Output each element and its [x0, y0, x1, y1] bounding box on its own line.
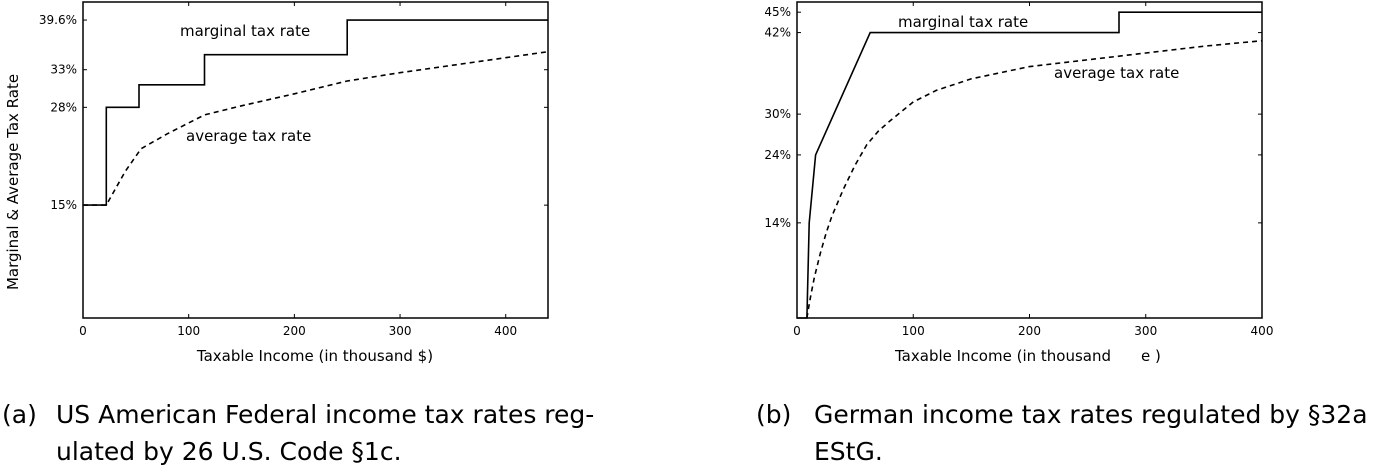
x-tick-label: 300	[1134, 324, 1157, 338]
chart-b-x-axis-label: Taxable Income (in thousand	[894, 347, 1111, 365]
chart-a-series	[83, 19, 549, 206]
caption-b-line1: German income tax rates regulated by §32…	[814, 400, 1368, 429]
chart-a: 0 100 200 300 400 15% 28% 33% 39.6% Taxable Inco…	[4, 1, 549, 365]
chart-a-plot-frame	[82, 1, 549, 319]
y-tick-label: 45%	[764, 5, 791, 19]
average-tax-rate-line	[83, 50, 549, 206]
caption-b-line2: EStG.	[814, 437, 883, 466]
average-tax-rate-line	[806, 39, 1263, 319]
caption-a-line2: ulated by 26 U.S. Code §1c.	[56, 437, 402, 466]
chart-a-average-series-label: average tax rate	[186, 127, 311, 145]
chart-a-y-axis-label: Marginal & Average Tax Rate	[4, 74, 22, 290]
chart-b-plot-frame	[796, 1, 1263, 319]
chart-b-ticks: 0 100 200 300 400 14% 24% 30% 42% 45%	[764, 2, 1273, 338]
y-tick-label: 28%	[50, 100, 77, 114]
chart-b-average-series-label: average tax rate	[1054, 64, 1179, 82]
x-tick-label: 400	[1251, 324, 1274, 338]
chart-b-x-axis-paren: )	[1155, 347, 1161, 365]
x-tick-label: 400	[494, 324, 517, 338]
y-tick-label: 30%	[764, 107, 791, 121]
caption-a-line1: US American Federal income tax rates reg…	[56, 400, 594, 429]
x-tick-label: 0	[79, 324, 87, 338]
y-tick-label: 15%	[50, 198, 77, 212]
y-tick-label: 33%	[50, 63, 77, 77]
y-tick-label: 42%	[764, 26, 791, 40]
marginal-tax-rate-line	[83, 19, 548, 206]
caption-b-label: (b)	[756, 400, 791, 429]
y-tick-label: 39.6%	[39, 13, 77, 27]
chart-b-series	[797, 11, 1263, 319]
chart-a-x-axis-label: Taxable Income (in thousand $)	[196, 347, 433, 365]
caption-a-label: (a)	[2, 400, 37, 429]
chart-a-ticks: 0 100 200 300 400 15% 28% 33% 39.6%	[39, 2, 548, 338]
x-tick-label: 100	[902, 324, 925, 338]
chart-a-marginal-series-label: marginal tax rate	[180, 22, 310, 40]
chart-b-marginal-series-label: marginal tax rate	[898, 13, 1028, 31]
y-tick-label: 14%	[764, 216, 791, 230]
x-tick-label: 300	[389, 324, 412, 338]
x-tick-label: 200	[283, 324, 306, 338]
chart-b: 0 100 200 300 400 14% 24% 30% 42% 45% Taxable Inc…	[764, 1, 1273, 365]
marginal-tax-rate-line	[797, 11, 1262, 319]
x-tick-label: 0	[793, 324, 801, 338]
x-tick-label: 100	[177, 324, 200, 338]
x-tick-label: 200	[1018, 324, 1041, 338]
chart-b-x-axis-unit: e	[1141, 347, 1150, 365]
y-tick-label: 24%	[764, 148, 791, 162]
